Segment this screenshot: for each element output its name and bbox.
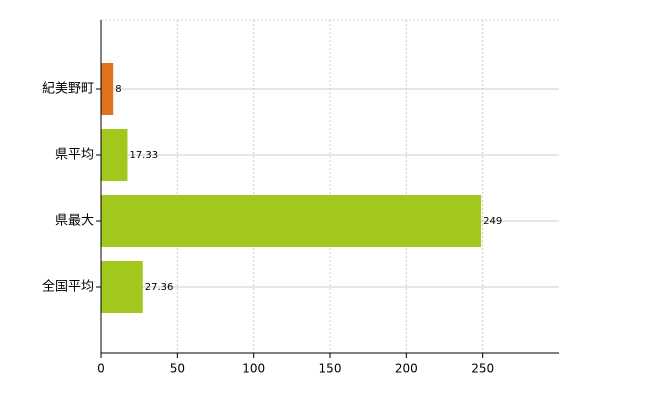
- y-tick-label: 県平均: [55, 148, 94, 163]
- x-tick-label: 100: [242, 362, 265, 376]
- x-tick-label: 250: [471, 362, 494, 376]
- y-tick-label: 県最大: [55, 214, 94, 229]
- bar: [101, 261, 143, 313]
- y-tick-label: 紀美野町: [42, 82, 94, 97]
- x-tick-label: 50: [170, 362, 185, 376]
- value-label: 27.36: [145, 282, 174, 293]
- bar: [101, 195, 482, 247]
- value-label: 8: [115, 84, 121, 95]
- value-label: 249: [483, 216, 502, 227]
- bar: [101, 63, 114, 115]
- x-tick-label: 150: [319, 362, 342, 376]
- bar: [101, 129, 128, 181]
- value-label: 17.33: [129, 150, 158, 161]
- x-tick-label: 200: [395, 362, 418, 376]
- y-tick-label: 全国平均: [42, 279, 94, 295]
- x-tick-label: 0: [97, 362, 105, 376]
